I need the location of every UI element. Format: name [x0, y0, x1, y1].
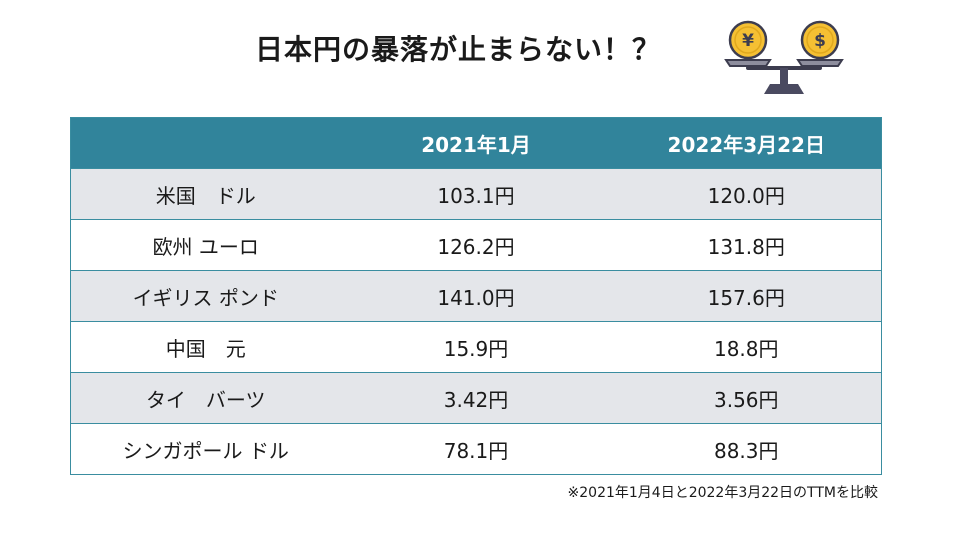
header-jan-2021: 2021年1月	[421, 132, 531, 157]
currency-name: イギリス ポンド	[132, 285, 279, 310]
rate-mar-2022: 131.8円	[707, 234, 785, 259]
rate-jan-2021: 78.1円	[443, 438, 509, 463]
balance-scale-icon: ¥ $	[724, 20, 844, 94]
rate-mar-2022: 157.6円	[707, 285, 785, 310]
currency-name: タイ バーツ	[145, 387, 266, 412]
svg-text:$: $	[814, 31, 826, 51]
svg-text:¥: ¥	[742, 31, 754, 51]
rate-jan-2021: 141.0円	[437, 285, 515, 310]
table-header-row: 2021年1月 2022年3月22日	[70, 117, 882, 169]
rate-jan-2021: 15.9円	[443, 336, 509, 361]
exchange-rate-table: 2021年1月 2022年3月22日 米国 ドル 103.1円 120.0円 欧…	[70, 117, 882, 475]
table-row: 米国 ドル 103.1円 120.0円	[70, 168, 882, 220]
table-row: タイ バーツ 3.42円 3.56円	[70, 372, 882, 424]
table-row: イギリス ポンド 141.0円 157.6円	[70, 270, 882, 322]
rate-mar-2022: 88.3円	[713, 438, 779, 463]
yen-coin-icon: ¥	[728, 20, 768, 60]
currency-name: 欧州 ユーロ	[152, 234, 259, 259]
header-mar-2022: 2022年3月22日	[667, 132, 825, 157]
rate-mar-2022: 120.0円	[707, 183, 785, 208]
currency-name: 中国 元	[165, 336, 246, 361]
page-title: 日本円の暴落が止まらない！？	[255, 33, 662, 66]
table-row: 欧州 ユーロ 126.2円 131.8円	[70, 219, 882, 271]
currency-name: シンガポール ドル	[122, 438, 289, 463]
rate-jan-2021: 3.42円	[443, 387, 509, 412]
currency-name: 米国 ドル	[155, 183, 256, 208]
rate-jan-2021: 126.2円	[437, 234, 515, 259]
table-row: シンガポール ドル 78.1円 88.3円	[70, 423, 882, 475]
dollar-coin-icon: $	[800, 20, 840, 60]
header-currency	[71, 118, 341, 169]
rate-mar-2022: 3.56円	[713, 387, 779, 412]
rate-jan-2021: 103.1円	[437, 183, 515, 208]
footnote: ※2021年1月4日と2022年3月22日のTTMを比較	[567, 485, 878, 501]
rate-mar-2022: 18.8円	[713, 336, 779, 361]
table-row: 中国 元 15.9円 18.8円	[70, 321, 882, 373]
